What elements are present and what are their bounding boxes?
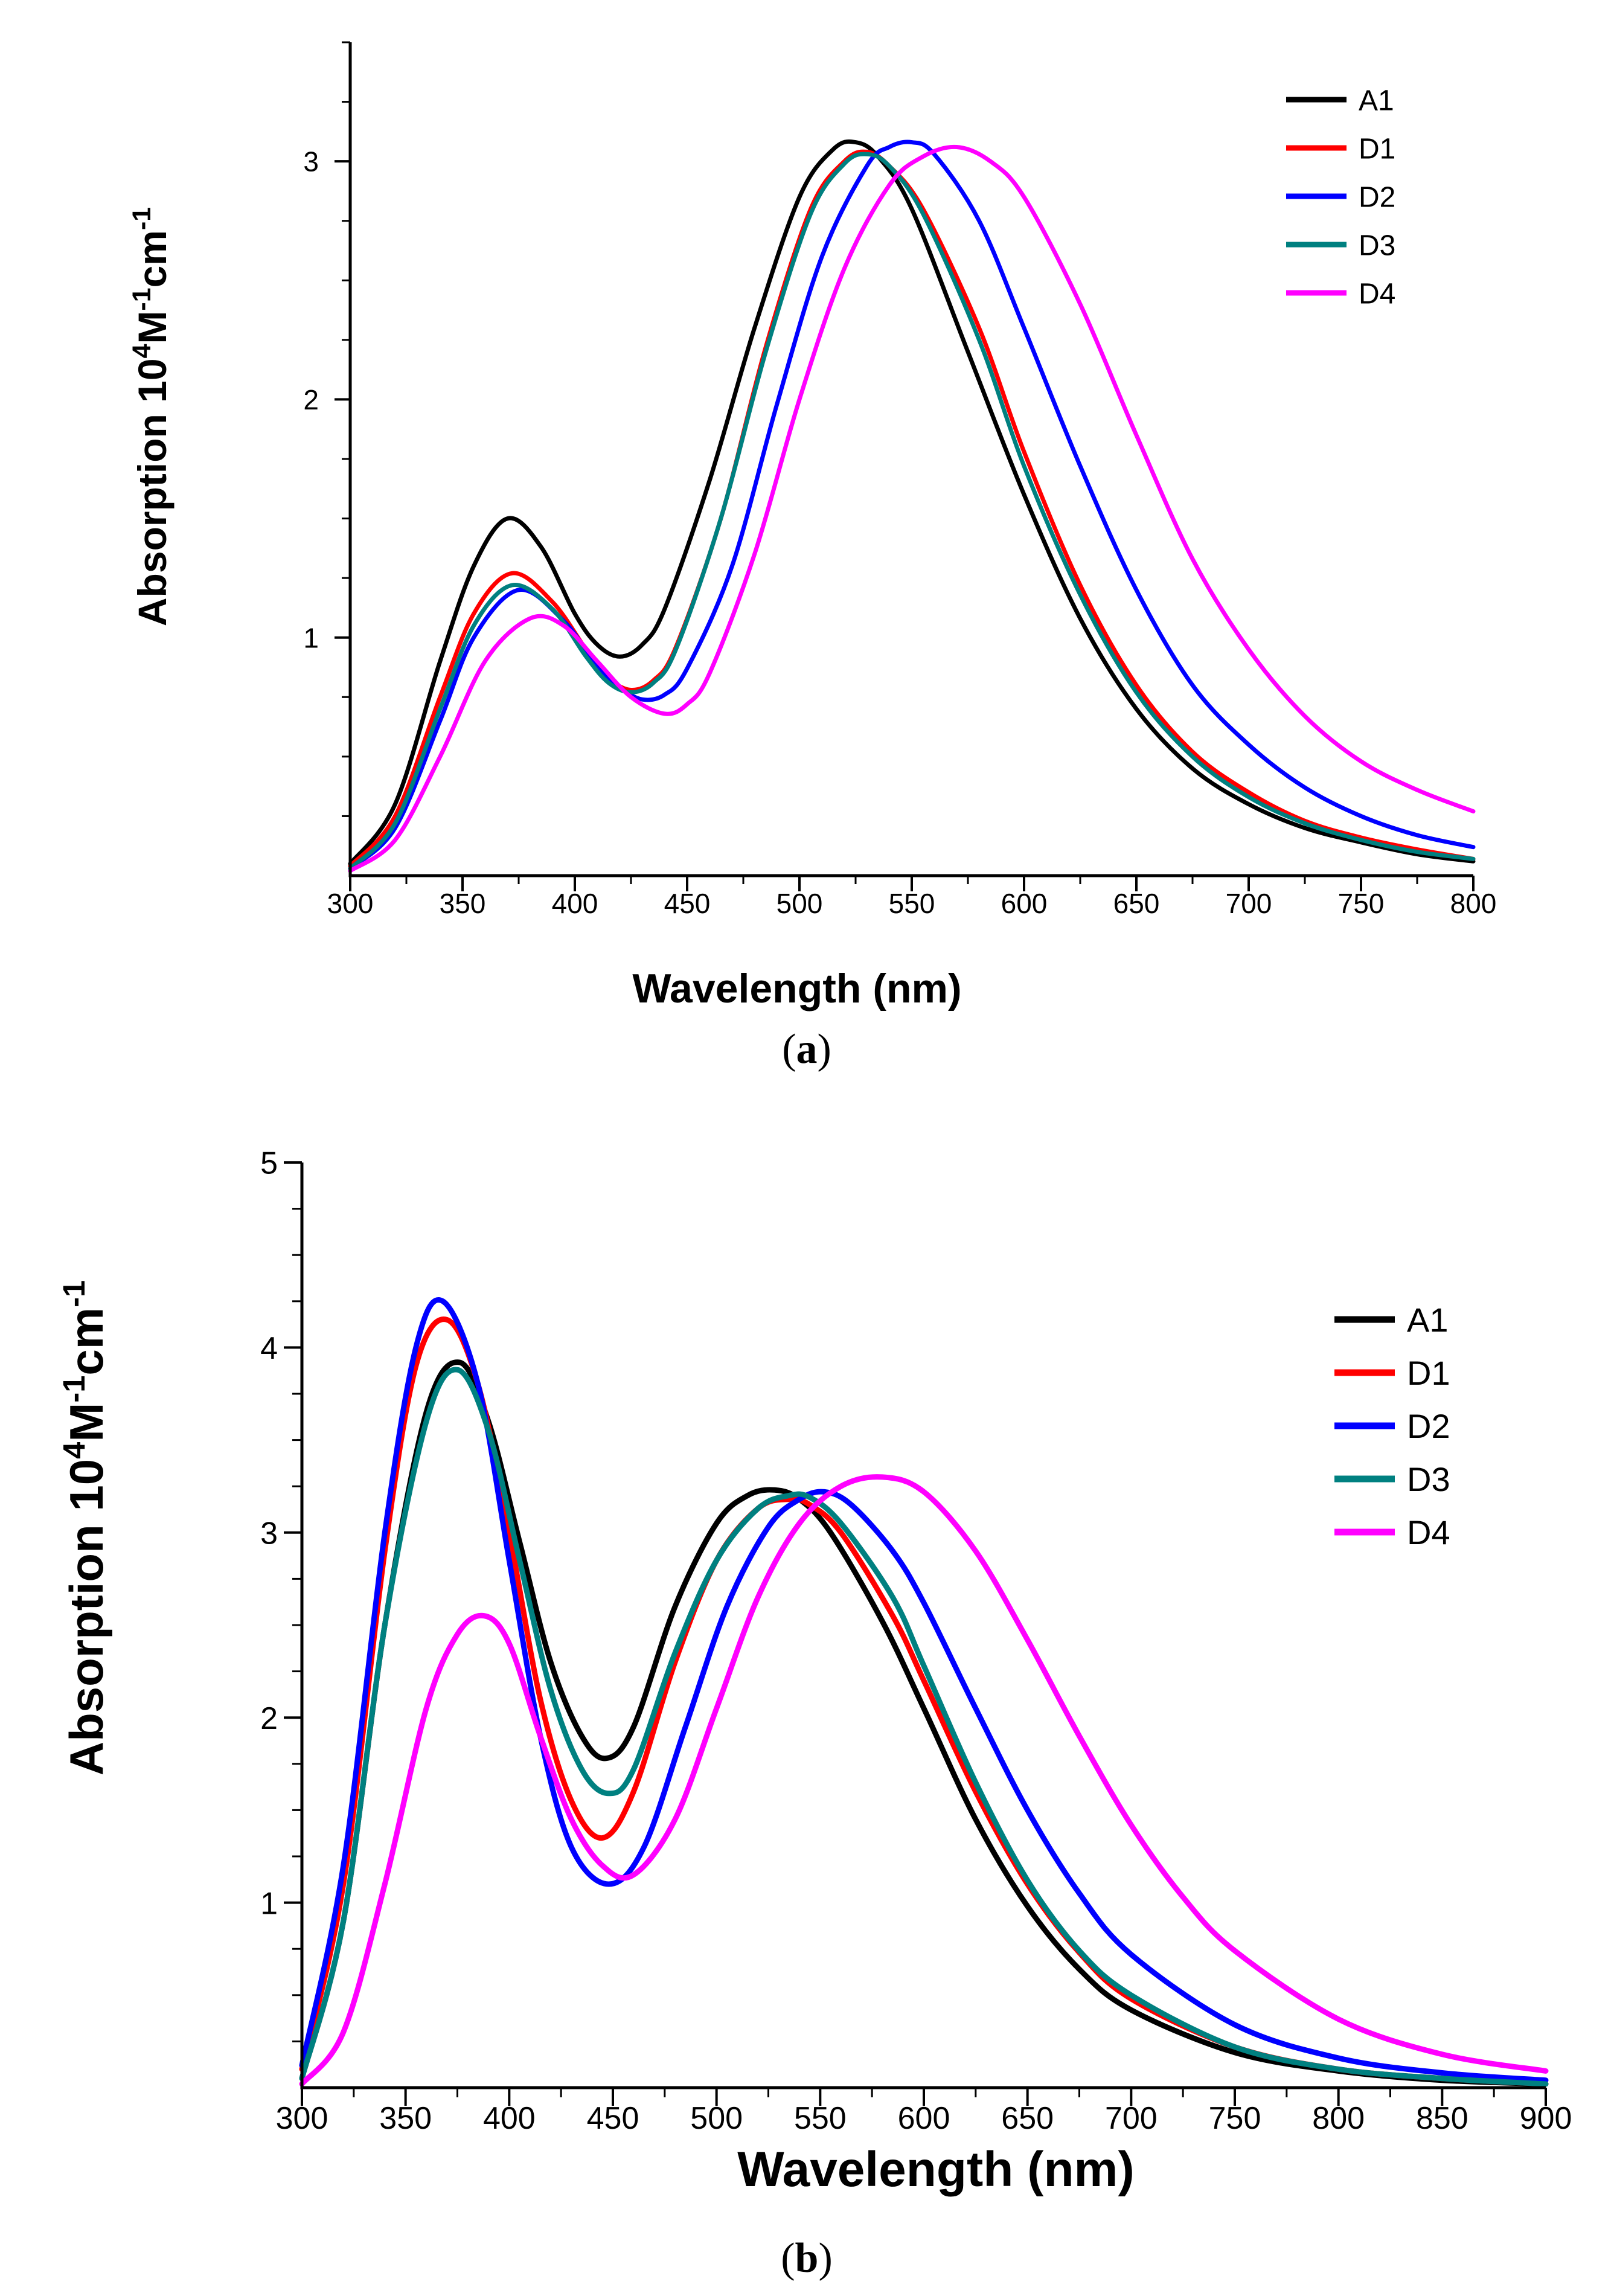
panel-b-caption: (b) [781, 2235, 833, 2282]
panel-a-x-tick-label: 400 [552, 888, 598, 919]
panel-a-x-tick-label: 350 [440, 888, 486, 919]
panel-a-legend-label-d4: D4 [1359, 278, 1395, 310]
panel-a-ylabel-main: Absorption 10 [130, 358, 175, 626]
panel-a-caption-open: ( [782, 1026, 796, 1073]
panel-a-caption-close: ) [818, 1026, 831, 1073]
panel-b-x-tick-label: 450 [587, 2101, 639, 2136]
panel-b-x-tick-label: 600 [898, 2101, 950, 2136]
panel-a-ylabel-sup1: 4 [127, 344, 156, 358]
panel-a-ylabel-m: M [130, 311, 175, 344]
panel-b-y-tick-label: 5 [260, 1146, 278, 1181]
panel-a-legend-label-d3: D3 [1359, 229, 1395, 261]
panel-b-x-tick-label: 700 [1105, 2101, 1158, 2136]
panel-b-series-d2 [299, 1297, 1549, 2083]
panel-b-legend-label-d1: D1 [1407, 1354, 1450, 1392]
panel-b-ylabel-sup2: -1 [57, 1376, 91, 1403]
panel-a-legend-label-d1: D1 [1359, 133, 1395, 165]
panel-a-x-tick-labels: 300 350 400 450 500 550 600 650 700 750 800 [327, 888, 1497, 919]
panel-b-legend: A1 D1 D2 D3 D4 [1334, 1301, 1450, 1551]
panel-b-x-tick-label: 650 [1001, 2101, 1054, 2136]
panel-a-y-tick-label: 1 [303, 622, 319, 653]
panel-a-caption: (a) [782, 1026, 831, 1073]
panel-b-legend-label-d2: D2 [1407, 1407, 1450, 1445]
panel-b-x-axis-title: Wavelength (nm) [737, 2142, 1135, 2197]
panel-b-axes [300, 1162, 1546, 2089]
panel-a-x-tick-label: 300 [327, 888, 374, 919]
panel-a-axes [348, 42, 1473, 877]
panel-b-series [299, 1297, 1549, 2087]
panel-b-ylabel-sup3: -1 [57, 1280, 91, 1307]
panel-b-legend-label-d4: D4 [1407, 1513, 1450, 1551]
panel-b-y-tick-labels: 1 2 3 4 5 [260, 1146, 278, 1922]
panel-b-legend-label-a1: A1 [1407, 1301, 1449, 1339]
panel-a-y-axis-title: Absorption 104M-1cm-1 [127, 207, 175, 626]
panel-a-x-tick-label: 550 [889, 888, 935, 919]
panel-b-x-tick-label: 400 [483, 2101, 536, 2136]
panel-a-ylabel-sup3: -1 [127, 207, 156, 230]
panel-b-x-tick-labels: 300 350 400 450 500 550 600 650 700 750 800 850 900 [276, 2101, 1572, 2136]
panel-a-y-tick-labels: 1 2 3 [303, 146, 319, 654]
panel-b-ylabel-cm: cm [60, 1307, 113, 1376]
panel-b-x-tick-label: 550 [794, 2101, 847, 2136]
panel-b-y-tick-label: 2 [260, 1701, 278, 1736]
panel-a-x-tick-label: 600 [1001, 888, 1048, 919]
panel-b-ylabel-sup1: 4 [57, 1442, 91, 1459]
panel-a-legend: A1 D1 D2 D3 D4 [1286, 85, 1395, 310]
panel-b-ylabel-main: Absorption 10 [60, 1459, 113, 1775]
panel-b-ticks [284, 1161, 1547, 2106]
panel-a-ylabel-sup2: -1 [127, 287, 156, 310]
panel-b-series-d4 [299, 1474, 1549, 2087]
panel-b-series-d3 [299, 1367, 1549, 2087]
panel-a-series-d1 [348, 149, 1476, 868]
panel-a-x-tick-label: 500 [777, 888, 823, 919]
panel-a-x-tick-label: 750 [1338, 888, 1385, 919]
panel-b-x-tick-label: 800 [1312, 2101, 1365, 2136]
panel-b-x-tick-label: 900 [1520, 2101, 1572, 2136]
panel-b-caption-open: ( [781, 2235, 795, 2282]
panel-b-y-tick-label: 1 [260, 1886, 278, 1921]
panel-a-legend-label-d2: D2 [1359, 181, 1395, 213]
panel-b-y-tick-label: 4 [260, 1331, 278, 1366]
panel-a-x-tick-label: 700 [1226, 888, 1272, 919]
panel-a-x-axis-title: Wavelength (nm) [632, 966, 961, 1012]
panel-a-x-tick-label: 450 [664, 888, 711, 919]
panel-a-legend-label-a1: A1 [1359, 85, 1394, 117]
panel-a-series-d3 [348, 152, 1476, 871]
panel-b-ylabel-m: M [60, 1403, 113, 1442]
panel-b-caption-close: ) [818, 2235, 832, 2282]
panel-a-caption-letter: a [796, 1026, 818, 1073]
panel-a-series-d4 [348, 144, 1476, 873]
panel-b-legend-label-d3: D3 [1407, 1460, 1450, 1498]
panel-a-y-tick-label: 2 [303, 384, 319, 415]
panel-a-y-tick-label: 3 [303, 146, 319, 178]
panel-a-x-tick-label: 800 [1450, 888, 1497, 919]
panel-a-x-tick-label: 650 [1113, 888, 1160, 919]
panel-b-x-tick-label: 500 [690, 2101, 743, 2136]
panel-b-x-tick-label: 350 [379, 2101, 432, 2136]
panel-b-y-tick-label: 3 [260, 1516, 278, 1551]
panel-b-y-axis-title: Absorption 104M-1cm-1 [57, 1280, 113, 1775]
panel-b-x-tick-label: 850 [1416, 2101, 1468, 2136]
panel-b-caption-letter: b [795, 2235, 819, 2282]
chart-panel-a: 300 350 400 450 500 550 600 650 700 750 800 1 2 3 A1… [127, 41, 1497, 1073]
panel-a-series-a1 [348, 139, 1476, 866]
chart-panel-b: 300 350 400 450 500 550 600 650 700 750 800 850 900 … [57, 1146, 1572, 2282]
panel-a-ylabel-cm: cm [130, 230, 175, 287]
panel-b-x-tick-label: 750 [1209, 2101, 1261, 2136]
panel-a-series [348, 139, 1476, 873]
panel-b-x-tick-label: 300 [276, 2101, 328, 2136]
